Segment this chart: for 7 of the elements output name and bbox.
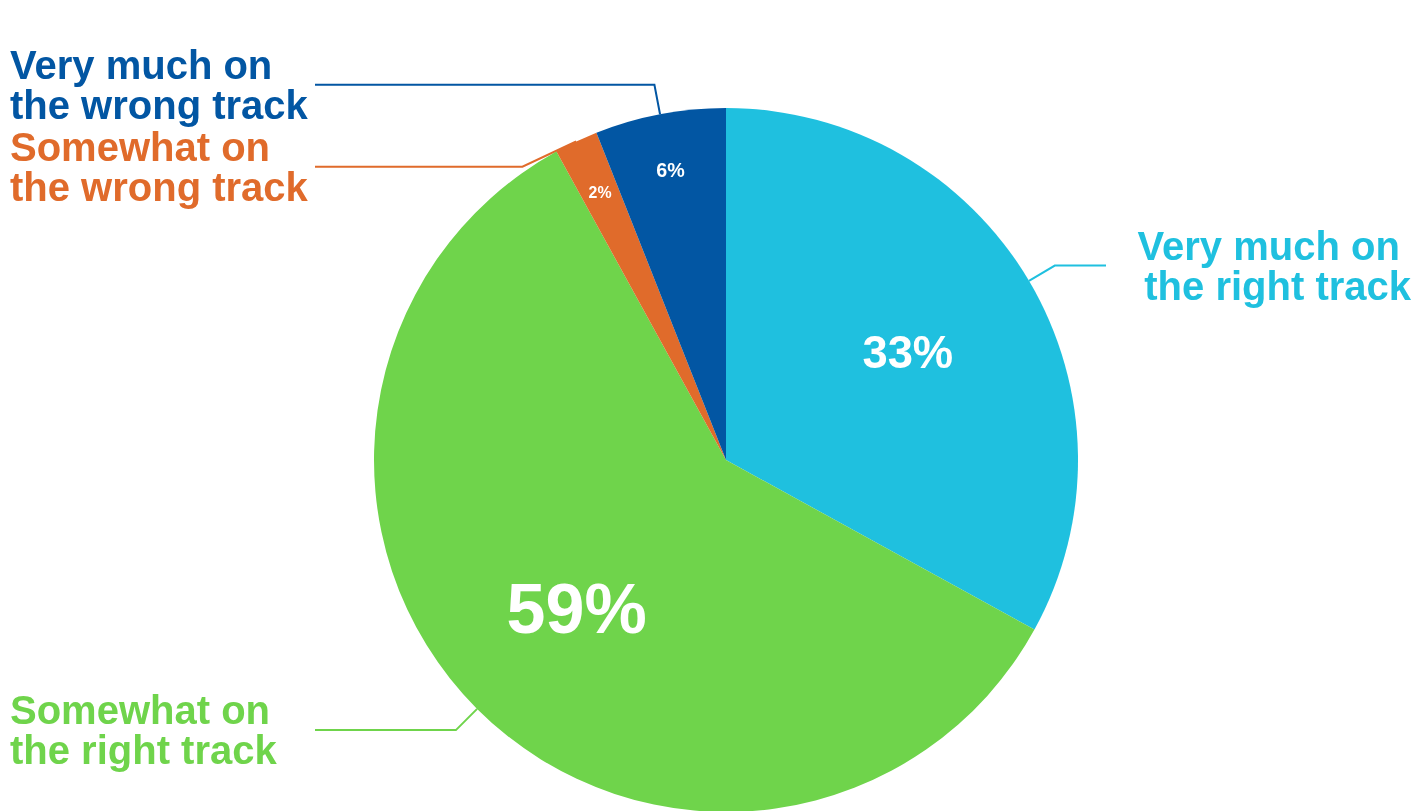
slice-label: Very much on the right track xyxy=(1137,223,1412,308)
data-label: 59% xyxy=(506,570,647,649)
data-label: 2% xyxy=(588,183,612,201)
data-label: 33% xyxy=(862,326,954,378)
slice-label: Very much on the wrong track xyxy=(10,42,309,127)
data-label: 6% xyxy=(656,158,685,181)
slice-label: Somewhat on the right track xyxy=(10,688,282,773)
